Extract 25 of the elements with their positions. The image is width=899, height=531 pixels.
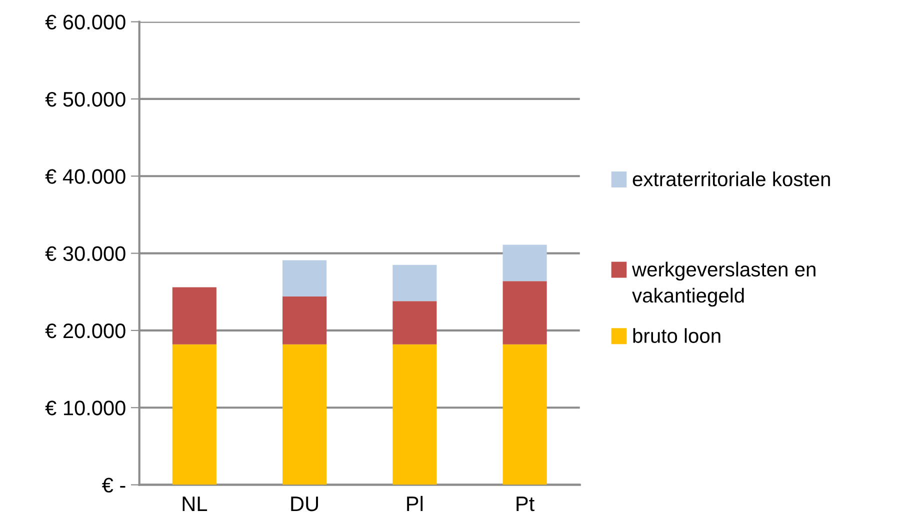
legend-label: bruto loon: [633, 328, 720, 343]
y-tick-label: € 40.000: [45, 169, 126, 184]
legend-label: extraterritoriale kosten: [632, 172, 830, 186]
bar: [172, 287, 216, 344]
bar: [172, 344, 216, 485]
y-tick-label: € -: [102, 478, 126, 493]
bar: [392, 264, 437, 302]
y-tick-label: € 30.000: [45, 246, 126, 262]
bar: [502, 244, 547, 282]
bar: [392, 344, 437, 485]
x-tick-label: DU: [291, 496, 318, 512]
bar: [282, 260, 327, 297]
y-tick-label: € 10.000: [45, 400, 126, 416]
bar: [282, 296, 327, 344]
x-tick-label: NL: [182, 496, 208, 512]
x-tick-label: Pt: [516, 496, 534, 512]
bar: [502, 344, 547, 485]
legend-label: werkgeverslasten en vakantiegeld: [632, 262, 816, 307]
x-tick-label: Pl: [407, 496, 423, 512]
bar: [282, 344, 327, 485]
y-tick-label: € 20.000: [45, 323, 126, 338]
y-tick-label: € 60.000: [45, 14, 126, 30]
bar: [502, 281, 547, 344]
y-tick-label: € 50.000: [45, 92, 126, 107]
bar: [392, 301, 437, 344]
